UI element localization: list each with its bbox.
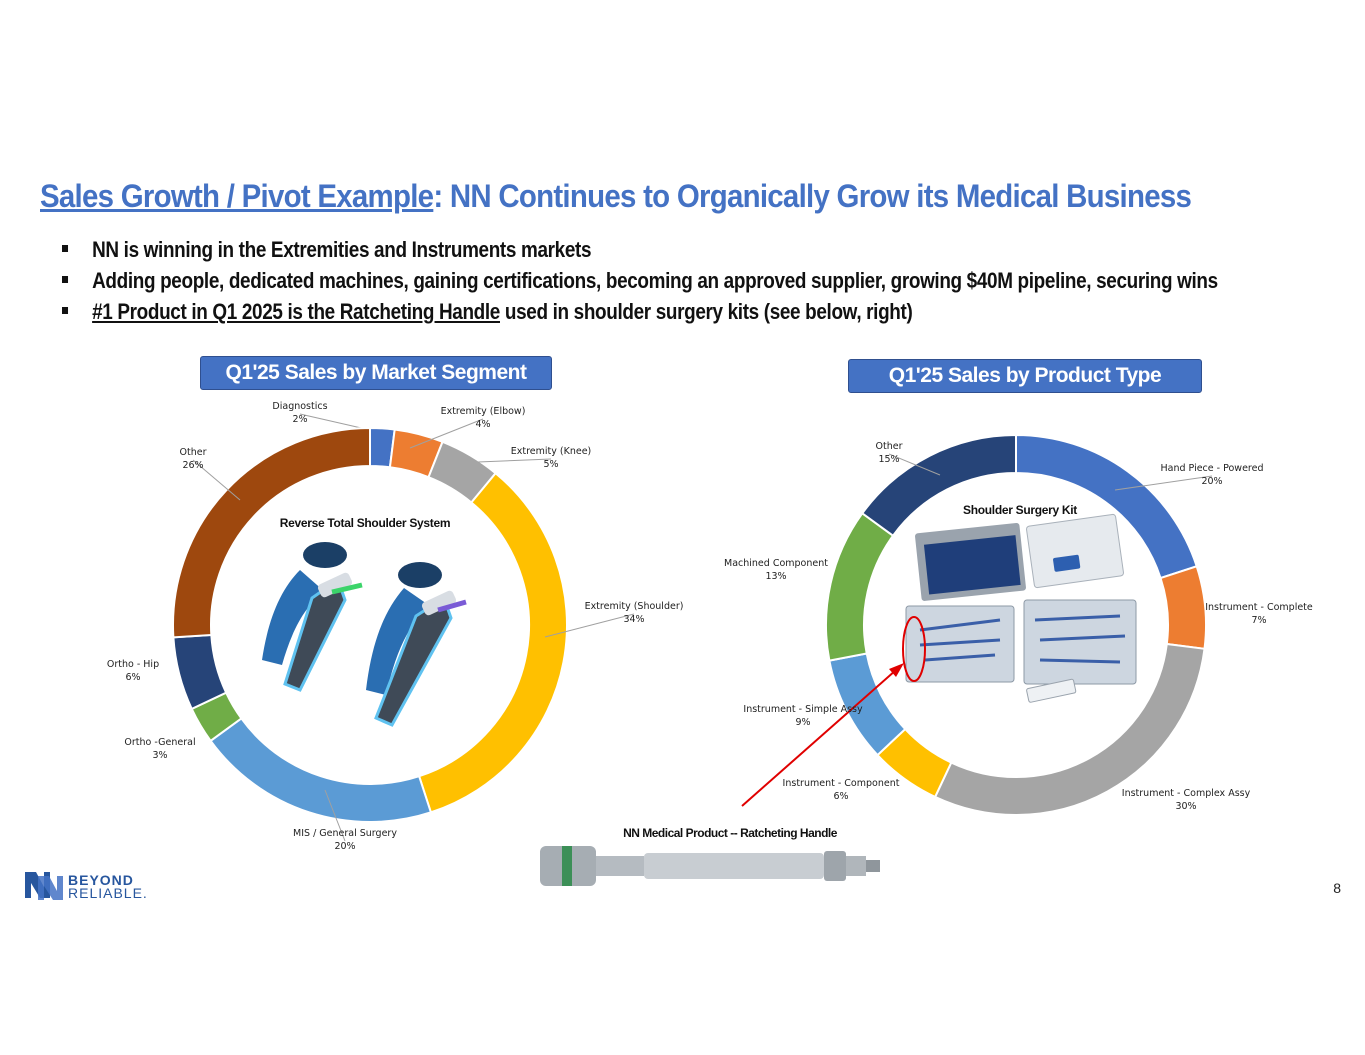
product-type-donut-chart (825, 433, 1213, 816)
slice-label: Diagnostics 2% (210, 400, 390, 426)
slice-label: Instrument - Simple Assy 9% (713, 703, 893, 729)
page-number: 8 (1333, 880, 1341, 896)
slice-label-name: Machined Component (724, 558, 828, 569)
bullet-text: Adding people, dedicated machines, gaini… (92, 268, 1218, 293)
bullet-item: #1 Product in Q1 2025 is the Ratcheting … (62, 296, 1218, 327)
bullet-text: used in shoulder surgery kits (see below… (499, 299, 913, 324)
slice-label-name: Ortho -General (124, 737, 196, 748)
bullet-marker (62, 244, 69, 252)
slice-label-name: MIS / General Surgery (293, 828, 397, 839)
slice-label-name: Extremity (Elbow) (440, 406, 526, 417)
slice-label-name: Other (875, 441, 903, 452)
slice-label-value: 30% (1175, 801, 1197, 812)
slice-label-name: Instrument - Complex Assy (1121, 788, 1251, 799)
slice-label-name: Other (179, 447, 207, 458)
slice-label-value: 4% (475, 419, 491, 430)
slice-label-name: Instrument - Complete (1205, 602, 1313, 613)
slice-label-value: 2% (292, 414, 308, 425)
slice-label-name: Ortho - Hip (106, 659, 160, 670)
leader-line (192, 459, 241, 501)
product-type-chart-title: Q1'25 Sales by Product Type (848, 359, 1202, 393)
bullet-list: NN is winning in the Extremities and Ins… (62, 234, 1218, 327)
slice-label-value: 15% (878, 454, 900, 465)
donut-slice-machined-component (825, 511, 895, 662)
slide-title: Sales Growth / Pivot Example: NN Continu… (40, 178, 1192, 215)
slice-label: Extremity (Elbow) 4% (393, 405, 573, 431)
product-type-center-caption: Shoulder Surgery Kit (962, 503, 1078, 517)
slice-label-value: 3% (152, 750, 168, 761)
donut-slice-mis-general-surgery (209, 717, 433, 823)
slice-label: Instrument - Component 6% (751, 777, 931, 803)
slice-label-value: 5% (543, 459, 559, 470)
bullet-marker (62, 275, 69, 283)
leader-line (324, 789, 346, 842)
logo-text-reliable: RELIABLE. (68, 885, 148, 901)
slide-title-rest: : NN Continues to Organically Grow its M… (433, 178, 1192, 214)
slice-label: Other 26% (103, 446, 283, 472)
slice-label: Extremity (Shoulder) 34% (544, 600, 724, 626)
leader-line (888, 453, 941, 476)
shoulder-surgery-kit-illustration (902, 513, 1137, 703)
shoulder-implant-illustration (262, 542, 467, 727)
logo-text-beyond: BEYOND (68, 872, 134, 888)
slice-label-value: 20% (334, 841, 356, 852)
slice-label: Extremity (Knee) 5% (461, 445, 641, 471)
slice-label-value: 7% (1251, 615, 1267, 626)
donut-slice-other (172, 426, 371, 639)
bullet-item: NN is winning in the Extremities and Ins… (62, 234, 1218, 265)
slice-label: Ortho - Hip 6% (43, 658, 223, 684)
slice-label-name: Extremity (Shoulder) (584, 601, 684, 612)
leader-line (409, 418, 484, 449)
slice-label-name: Extremity (Knee) (510, 446, 592, 457)
donut-slice-other (860, 433, 1017, 538)
slice-label-value: 26% (182, 460, 204, 471)
bullet-item: Adding people, dedicated machines, gaini… (62, 265, 1218, 296)
leader-line (299, 413, 371, 431)
slice-label-value: 6% (833, 791, 849, 802)
bullet-underlined-text: #1 Product in Q1 2025 is the Ratcheting … (92, 299, 500, 324)
slice-label: MIS / General Surgery 20% (255, 827, 435, 853)
bullet-text: NN is winning in the Extremities and Ins… (92, 237, 592, 262)
bullet-marker (62, 306, 69, 314)
leader-line (544, 613, 635, 638)
market-segment-donut-chart (172, 413, 635, 842)
ratcheting-handle-illustration (540, 846, 880, 886)
slice-label-value: 13% (765, 571, 787, 582)
slice-label-name: Diagnostics (272, 401, 328, 412)
slice-label: Other 15% (799, 440, 979, 466)
slice-label-value: 6% (125, 672, 141, 683)
slice-label: Instrument - Complex Assy 30% (1096, 787, 1276, 813)
market-segment-center-caption: Reverse Total Shoulder System (279, 516, 451, 530)
slice-label: Machined Component 13% (686, 557, 866, 583)
slide-title-underlined: Sales Growth / Pivot Example (40, 178, 434, 214)
slice-label: Ortho -General 3% (70, 736, 250, 762)
slice-label-name: Instrument - Simple Assy (743, 704, 863, 715)
red-arrow (741, 663, 904, 807)
slice-label-name: Instrument - Component (782, 778, 900, 789)
slice-label-value: 34% (623, 614, 645, 625)
market-segment-chart-title: Q1'25 Sales by Market Segment (200, 356, 552, 390)
slice-label: Hand Piece - Powered 20% (1122, 462, 1302, 488)
leader-line (477, 458, 552, 463)
nn-logo-icon (25, 872, 63, 900)
handle-caption: NN Medical Product -- Ratcheting Handle (623, 826, 837, 840)
slice-label-value: 20% (1201, 476, 1223, 487)
slice-label-value: 9% (795, 717, 811, 728)
slice-label: Instrument - Complete 7% (1169, 601, 1349, 627)
slice-label-name: Hand Piece - Powered (1160, 463, 1264, 474)
leader-line (1114, 475, 1213, 491)
